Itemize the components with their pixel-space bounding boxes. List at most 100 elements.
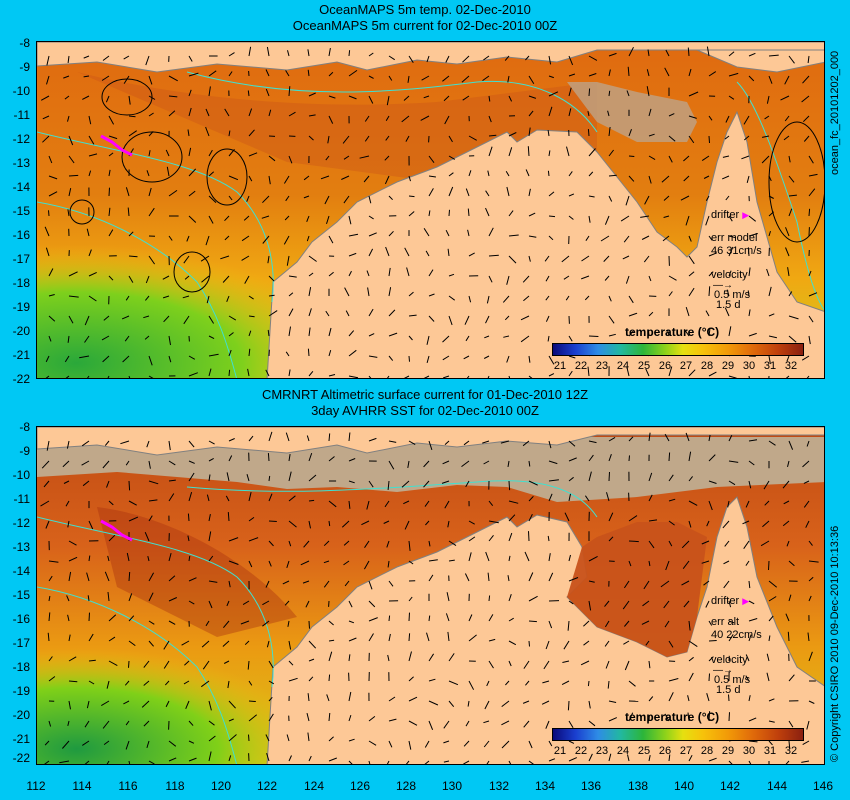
current-vector-arrow [585,235,590,241]
current-vector-arrow [285,351,290,357]
drifter-marker-icon: ▶ [742,596,750,606]
lat-label: -21 [12,732,30,746]
current-vector-arrow [808,335,811,345]
current-vector-arrow [88,115,92,125]
current-vector-arrow [168,493,175,502]
current-vector-arrow [408,175,411,182]
current-vector-arrow [648,560,651,567]
current-vector-arrow [123,75,130,84]
current-vector-arrow [308,135,314,141]
current-vector-arrow [164,680,170,686]
current-vector-arrow [188,720,194,726]
current-vector-arrow [488,95,491,102]
current-vector-arrow [168,552,172,562]
current-vector-arrow [428,315,435,322]
current-vector-arrow [708,371,717,377]
current-vector-arrow [385,135,390,141]
current-vector-arrow [146,440,150,448]
current-vector-arrow [783,500,790,505]
current-vector-arrow [428,440,433,451]
current-vector-arrow [148,460,151,469]
current-vector-arrow [505,170,510,177]
current-vector-arrow [748,375,750,378]
current-vector-arrow [642,600,650,607]
current-vector-arrow [487,375,490,378]
current-vector-arrow [784,75,790,85]
current-vector-arrow [687,712,690,722]
current-vector-arrow [708,620,713,626]
australia-land [266,110,824,378]
current-vector-arrow [328,639,335,642]
current-vector-arrow [588,73,597,77]
current-vector-arrow [448,155,456,160]
current-vector-arrow [528,460,531,467]
current-vector-arrow [208,440,215,445]
current-vector-arrow [208,720,215,726]
current-vector-arrow [265,734,270,742]
current-vector-arrow [786,540,790,547]
current-vector-arrow [688,115,697,119]
current-vector-arrow [508,147,513,157]
current-vector-arrow [788,674,795,682]
current-vector-arrow [808,208,811,217]
current-vector-arrow [688,656,694,662]
current-vector-arrow [787,267,790,277]
current-vector-arrow [348,714,352,722]
current-vector-arrow [722,175,730,180]
lon-label: 138 [627,779,649,793]
current-vector-arrow [748,267,751,277]
current-vector-arrow [660,580,670,588]
current-vector-arrow [120,440,130,445]
current-vector-arrow [780,95,790,101]
current-vector-arrow [688,672,694,682]
current-vector-arrow [225,495,230,502]
current-vector-arrow [788,208,793,217]
current-vector-arrow [308,474,317,482]
current-vector-arrow [768,560,770,571]
current-vector-arrow [183,315,190,325]
current-vector-arrow [705,195,710,202]
current-vector-arrow [88,271,97,277]
current-vector-arrow [48,575,53,582]
current-vector-arrow [725,195,730,201]
current-vector-arrow [48,268,54,277]
current-vector-arrow [444,115,450,125]
current-vector-arrow [548,620,553,629]
current-vector-arrow [708,71,717,77]
current-vector-arrow [288,308,294,317]
current-vector-arrow [688,91,699,97]
current-vector-arrow [464,315,470,325]
current-vector-arrow [568,600,574,605]
current-vector-arrow [508,760,512,764]
current-vector-arrow [284,600,290,606]
current-vector-arrow [528,235,537,238]
lat-label: -22 [12,751,30,765]
current-vector-arrow [188,72,199,77]
current-vector-arrow [747,247,750,257]
current-vector-arrow [443,720,450,729]
current-vector-arrow [67,209,70,217]
lat-label: -20 [12,708,30,722]
current-vector-arrow [388,267,391,277]
current-vector-arrow [782,480,790,489]
current-vector-arrow [785,760,790,764]
current-vector-arrow [200,255,210,262]
current-vector-arrow [106,760,110,764]
current-vector-arrow [125,295,130,301]
current-vector-arrow [123,700,130,705]
current-vector-arrow [447,520,450,528]
current-vector-arrow [548,572,554,582]
current-vector-arrow [408,651,412,662]
current-vector-arrow [44,760,50,764]
current-vector-arrow [448,315,453,326]
current-vector-arrow [67,55,70,63]
current-vector-arrow [68,187,72,197]
current-vector-arrow [625,275,630,284]
current-vector-arrow [423,228,430,237]
current-vector-arrow [743,540,750,549]
current-vector-arrow [168,110,176,117]
current-vector-arrow [423,95,430,99]
current-vector-arrow [762,135,770,138]
current-vector-arrow [628,312,638,317]
current-vector-arrow [628,712,634,722]
